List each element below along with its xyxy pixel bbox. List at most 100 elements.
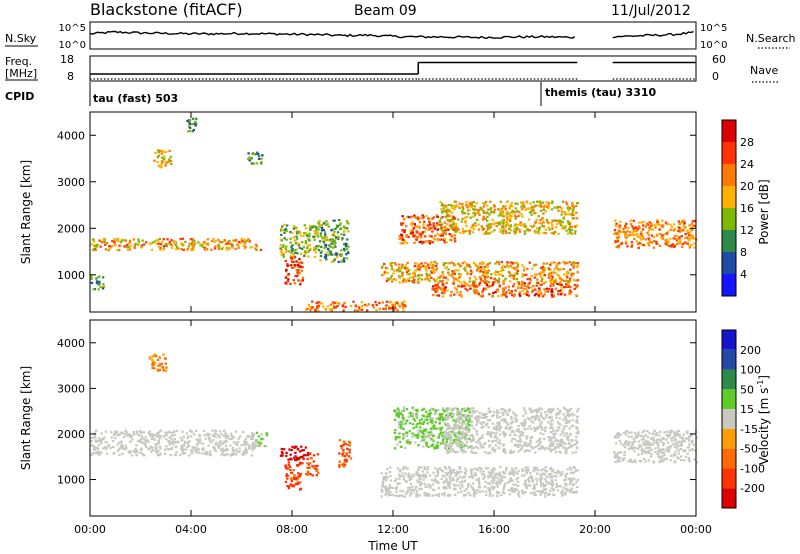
echo-cell: [385, 472, 388, 475]
echo-cell: [567, 436, 570, 439]
echo-cell: [673, 445, 677, 448]
echo-cell: [343, 301, 346, 305]
echo-cell: [239, 241, 242, 244]
echo-cell: [401, 414, 404, 417]
echo-cell: [498, 415, 502, 418]
echo-cell: [543, 427, 546, 430]
echo-cell: [527, 418, 531, 421]
echo-cell: [639, 232, 643, 235]
echo-cell: [97, 447, 100, 450]
echo-cell: [497, 281, 500, 284]
echo-cell: [429, 223, 432, 226]
echo-cell: [404, 466, 408, 469]
echo-cell: [194, 448, 197, 451]
echo-cell: [308, 305, 312, 309]
echo-cell: [402, 433, 405, 436]
echo-cell: [502, 417, 506, 420]
echo-region: [317, 219, 350, 263]
echo-cell: [544, 478, 547, 481]
echo-cell: [464, 269, 467, 272]
echo-cell: [141, 239, 144, 242]
echo-cell: [203, 246, 206, 249]
echo-cell: [534, 446, 537, 449]
echo-cell: [405, 434, 408, 437]
echo-cell: [184, 440, 187, 443]
echo-cell: [535, 480, 539, 483]
echo-cell: [529, 471, 532, 474]
echo-cell: [397, 426, 400, 429]
echo-cell: [452, 468, 456, 471]
echo-cell: [542, 468, 545, 471]
echo-cell: [105, 446, 108, 449]
echo-cell: [250, 454, 253, 457]
echo-cell: [561, 440, 565, 443]
echo-cell: [247, 157, 250, 160]
echo-cell: [436, 239, 440, 242]
echo-cell: [558, 206, 562, 209]
echo-cell: [496, 221, 499, 224]
echo-cell: [624, 231, 628, 234]
echo-cell: [212, 439, 215, 442]
echo-cell: [487, 223, 490, 226]
echo-cell: [465, 203, 468, 206]
echo-cell: [565, 279, 568, 282]
echo-cell: [482, 205, 485, 208]
echo-cell: [415, 423, 418, 426]
echo-cell: [539, 493, 542, 496]
echo-cell: [558, 221, 561, 224]
echo-cell: [411, 221, 414, 224]
echo-cell: [440, 223, 444, 226]
echo-cell: [409, 488, 412, 491]
echo-cell: [681, 436, 684, 439]
echo-cell: [504, 286, 507, 289]
echo-cell: [150, 358, 154, 361]
echo-cell: [693, 242, 696, 245]
echo-cell: [260, 157, 263, 160]
echo-cell: [423, 483, 427, 486]
echo-cell: [309, 247, 312, 251]
echo-cell: [461, 485, 464, 488]
echo-cell: [433, 489, 436, 492]
echo-cell: [568, 490, 572, 493]
echo-cell: [341, 237, 344, 240]
echo-cell: [130, 434, 133, 438]
echo-cell: [676, 243, 679, 246]
echo-cell: [164, 163, 167, 166]
echo-cell: [518, 211, 521, 214]
echo-cell: [485, 224, 489, 227]
echo-cell: [404, 492, 408, 495]
echo-cell: [612, 232, 616, 236]
echo-cell: [464, 443, 467, 446]
echo-cell: [311, 474, 314, 477]
echo-cell: [473, 275, 476, 278]
echo-cell: [566, 261, 569, 265]
echo-cell: [175, 451, 178, 454]
echo-cell: [156, 364, 160, 367]
echo-cell: [510, 451, 514, 454]
echo-cell: [673, 434, 676, 437]
echo-cell: [158, 430, 161, 434]
echo-cell: [562, 425, 566, 428]
echo-cell: [416, 226, 420, 229]
echo-cell: [576, 217, 579, 220]
echo-cell: [464, 287, 467, 290]
echo-cell: [315, 247, 318, 250]
echo-cell: [447, 436, 450, 439]
echo-cell: [486, 211, 489, 214]
echo-cell: [395, 278, 398, 281]
echo-cell: [346, 447, 349, 450]
echo-cell: [508, 219, 512, 222]
echo-cell: [496, 416, 499, 419]
echo-cell: [439, 428, 442, 431]
echo-cell: [672, 237, 675, 240]
echo-cell: [422, 475, 425, 479]
echo-cell: [491, 283, 495, 286]
echo-cell: [536, 444, 540, 447]
echo-cell: [462, 422, 466, 425]
echo-cell: [483, 274, 486, 277]
echo-cell: [463, 428, 466, 431]
echo-cell: [319, 232, 323, 235]
echo-cell: [497, 411, 501, 414]
echo-cell: [168, 241, 172, 244]
echo-cell: [487, 276, 490, 279]
